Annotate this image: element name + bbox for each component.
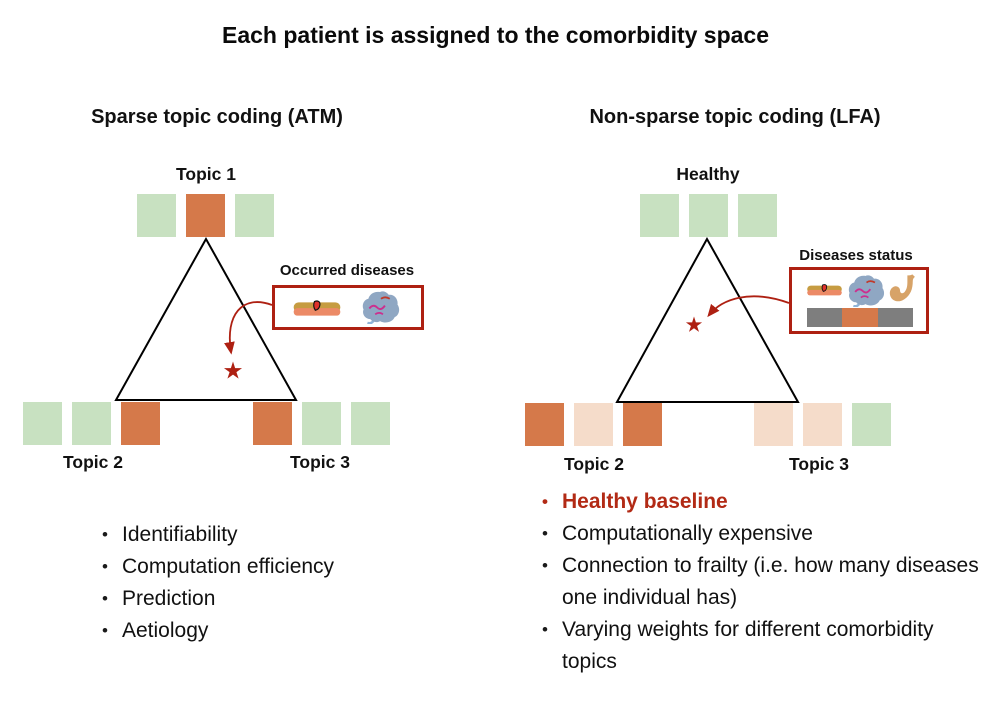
orange-square (842, 308, 878, 327)
left-legend-arrow (224, 301, 273, 355)
right-simplex-triangle (615, 236, 800, 403)
left-legend-label: Occurred diseases (279, 262, 415, 279)
right-legend-label: Diseases status (799, 247, 913, 264)
orange-square (186, 194, 225, 237)
right-bottomleft-squares (525, 403, 662, 446)
left-bottomright-squares (253, 402, 390, 445)
right-panel-header: Non-sparse topic coding (LFA) (589, 106, 881, 128)
pink-square (803, 403, 842, 446)
left-top-squares (137, 194, 274, 237)
left-topic3-label: Topic 3 (290, 452, 350, 472)
orange-square (253, 402, 292, 445)
bullet-item: Connection to frailty (i.e. how many dis… (540, 550, 990, 614)
gray-square (807, 308, 843, 327)
left-bottomleft-squares (23, 402, 160, 445)
bullet-item: Identifiability (100, 519, 334, 551)
right-top-vertex-label: Healthy (676, 164, 740, 184)
skin-lesion-icon (807, 284, 842, 296)
left-topic2-label: Topic 2 (63, 452, 123, 472)
bullet-item: Healthy baseline (540, 486, 990, 518)
green-square (640, 194, 679, 237)
right-bullet-list: Healthy baselineComputationally expensiv… (540, 486, 990, 678)
brain-icon (848, 275, 885, 307)
brain-icon (362, 291, 400, 324)
green-square (235, 194, 274, 237)
green-square (852, 403, 891, 446)
orange-square (623, 403, 662, 446)
orange-square (525, 403, 564, 446)
orange-square (121, 402, 160, 445)
pink-square (574, 403, 613, 446)
page-title: Each patient is assigned to the comorbid… (221, 22, 770, 48)
right-bottomright-squares (754, 403, 891, 446)
green-square (689, 194, 728, 237)
green-square (351, 402, 390, 445)
skin-lesion-icon (293, 300, 341, 316)
right-top-squares (640, 194, 777, 237)
left-patient-star-icon (223, 361, 243, 379)
gray-square (877, 308, 913, 327)
left-simplex-triangle (114, 236, 298, 401)
bullet-item: Varying weights for different comorbidit… (540, 614, 990, 678)
right-topic2-label: Topic 2 (564, 454, 624, 474)
green-square (738, 194, 777, 237)
green-square (137, 194, 176, 237)
right-patient-star-icon (685, 316, 703, 332)
green-square (23, 402, 62, 445)
left-top-vertex-label: Topic 1 (176, 164, 236, 184)
bullet-item: Aetiology (100, 615, 334, 647)
right-legend-arrow (707, 295, 790, 318)
pink-square (754, 403, 793, 446)
green-square (72, 402, 111, 445)
right-topic3-label: Topic 3 (789, 454, 849, 474)
bullet-item: Computation efficiency (100, 551, 334, 583)
left-panel-header: Sparse topic coding (ATM) (91, 106, 343, 128)
stomach-icon (889, 274, 915, 302)
bullet-item: Prediction (100, 583, 334, 615)
disease-status-bar (807, 308, 913, 327)
left-bullet-list: IdentifiabilityComputation efficiencyPre… (100, 519, 334, 647)
bullet-item: Computationally expensive (540, 518, 990, 550)
green-square (302, 402, 341, 445)
